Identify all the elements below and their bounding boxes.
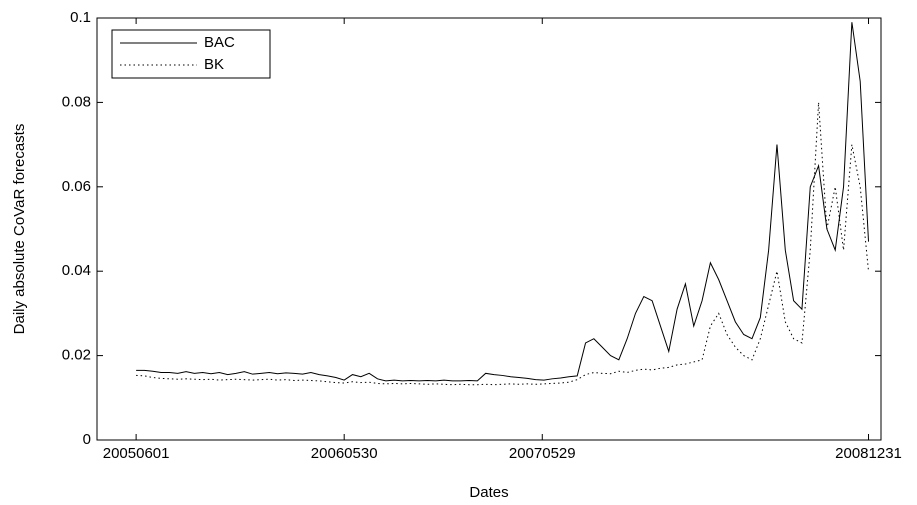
y-tick-label: 0 [83, 431, 91, 448]
x-axis-label: Dates [469, 484, 508, 501]
y-axis-label: Daily absolute CoVaR forecasts [11, 124, 28, 335]
plot-frame [96, 17, 882, 441]
y-tick-label: 0.1 [70, 9, 91, 26]
x-tick-label: 20060530 [311, 445, 378, 462]
y-tick-label: 0.06 [62, 178, 91, 195]
series-line [136, 22, 870, 382]
legend-label: BK [204, 56, 224, 73]
x-tick-label: 20081231 [835, 445, 902, 462]
x-tick-label: 20050601 [103, 445, 170, 462]
y-tick-label: 0.08 [62, 93, 91, 110]
legend-box [111, 29, 271, 79]
y-tick-label: 0.04 [62, 262, 91, 279]
x-tick-label: 20070529 [509, 445, 576, 462]
y-tick-label: 0.02 [62, 347, 91, 364]
legend-label: BAC [204, 34, 235, 51]
series-line [136, 102, 870, 386]
